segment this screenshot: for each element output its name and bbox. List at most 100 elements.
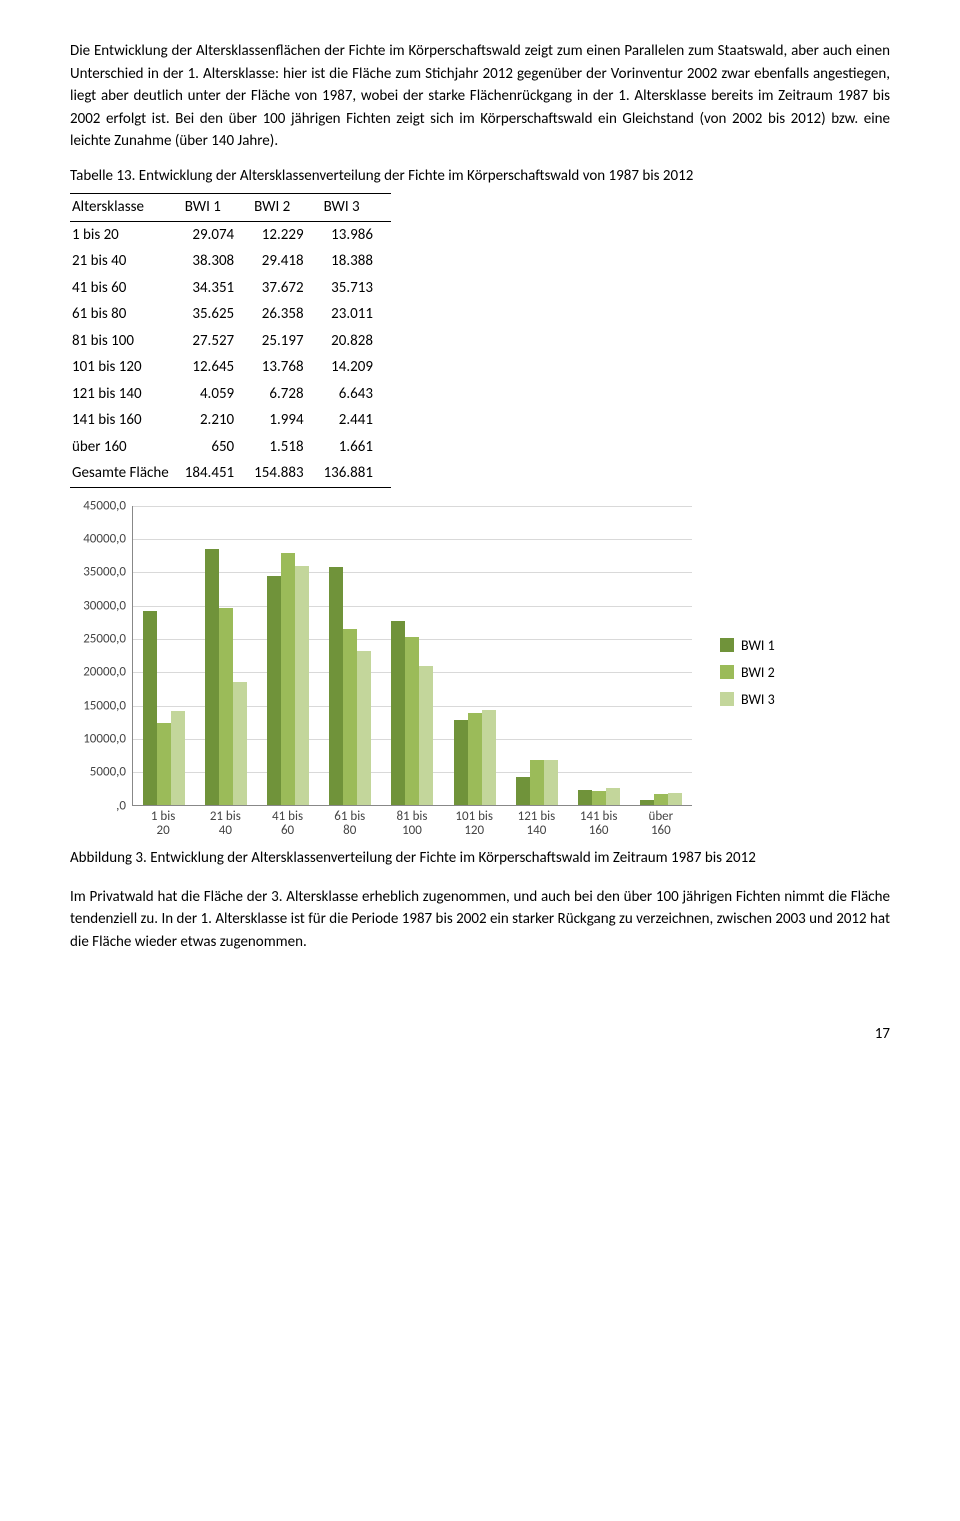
table-cell: 35.625 bbox=[183, 301, 252, 328]
bar-group bbox=[195, 549, 257, 804]
y-tick-label: 5000,0 bbox=[66, 762, 126, 782]
table-cell: 29.074 bbox=[183, 221, 252, 248]
y-tick-label: 35000,0 bbox=[66, 562, 126, 582]
bar bbox=[454, 720, 468, 804]
closing-paragraph: Im Privatwald hat die Fläche der 3. Alte… bbox=[70, 886, 890, 954]
table-cell: 26.358 bbox=[252, 301, 321, 328]
y-tick-label: 40000,0 bbox=[66, 529, 126, 549]
table-cell: 61 bis 80 bbox=[70, 301, 183, 328]
bar bbox=[516, 777, 530, 804]
x-tick-label: 41 bis60 bbox=[256, 806, 318, 840]
bar bbox=[267, 576, 281, 805]
bar bbox=[329, 567, 343, 805]
y-tick-label: 20000,0 bbox=[66, 662, 126, 682]
table-cell: 2.441 bbox=[322, 407, 391, 434]
bar bbox=[295, 566, 309, 804]
bar bbox=[482, 710, 496, 805]
x-tick-label: 1 bis20 bbox=[132, 806, 194, 840]
x-tick-label: 21 bis40 bbox=[194, 806, 256, 840]
legend-label: BWI 1 bbox=[741, 635, 775, 656]
table-cell: 101 bis 120 bbox=[70, 354, 183, 381]
y-tick-label: 45000,0 bbox=[66, 496, 126, 516]
col-header: BWI 2 bbox=[252, 194, 321, 222]
table-cell: 12.229 bbox=[252, 221, 321, 248]
table-cell: 121 bis 140 bbox=[70, 381, 183, 408]
table-row: 121 bis 1404.0596.7286.643 bbox=[70, 381, 391, 408]
bar bbox=[654, 794, 668, 804]
bar bbox=[578, 790, 592, 805]
table-cell: 25.197 bbox=[252, 328, 321, 355]
bar bbox=[343, 629, 357, 805]
table-cell: über 160 bbox=[70, 434, 183, 461]
table-cell: 21 bis 40 bbox=[70, 248, 183, 275]
bar-group bbox=[381, 621, 443, 805]
table-cell: 34.351 bbox=[183, 275, 252, 302]
bar bbox=[668, 793, 682, 804]
table-cell: 18.388 bbox=[322, 248, 391, 275]
y-tick-label: 25000,0 bbox=[66, 629, 126, 649]
bar bbox=[468, 713, 482, 805]
table-cell: 1.994 bbox=[252, 407, 321, 434]
table-cell: 23.011 bbox=[322, 301, 391, 328]
col-header: BWI 3 bbox=[322, 194, 391, 222]
table-cell: 81 bis 100 bbox=[70, 328, 183, 355]
table-cell: 6.728 bbox=[252, 381, 321, 408]
bar bbox=[219, 608, 233, 804]
table-cell: 2.210 bbox=[183, 407, 252, 434]
bar-group bbox=[630, 793, 692, 804]
table-cell: 154.883 bbox=[252, 460, 321, 487]
y-tick-label: 15000,0 bbox=[66, 696, 126, 716]
table-cell: 20.828 bbox=[322, 328, 391, 355]
x-tick-label: 81 bis100 bbox=[381, 806, 443, 840]
table-cell: Gesamte Fläche bbox=[70, 460, 183, 487]
table-row: 61 bis 8035.62526.35823.011 bbox=[70, 301, 391, 328]
bar bbox=[357, 651, 371, 804]
y-tick-label: ,0 bbox=[66, 796, 126, 816]
col-header: Altersklasse bbox=[70, 194, 183, 222]
bar bbox=[157, 723, 171, 805]
legend-item: BWI 1 bbox=[720, 635, 775, 656]
bar-group bbox=[506, 760, 568, 805]
table-row: 81 bis 10027.52725.19720.828 bbox=[70, 328, 391, 355]
bar bbox=[419, 666, 433, 805]
chart-y-axis: 45000,040000,035000,030000,025000,020000… bbox=[70, 506, 132, 806]
table-row: über 1606501.5181.661 bbox=[70, 434, 391, 461]
bar bbox=[143, 611, 157, 805]
table-cell: 1.518 bbox=[252, 434, 321, 461]
y-tick-label: 30000,0 bbox=[66, 596, 126, 616]
table-cell: 12.645 bbox=[183, 354, 252, 381]
table-row: 101 bis 12012.64513.76814.209 bbox=[70, 354, 391, 381]
bar bbox=[544, 760, 558, 804]
legend-swatch bbox=[720, 692, 734, 706]
bar bbox=[391, 621, 405, 805]
table-cell: 136.881 bbox=[322, 460, 391, 487]
bar bbox=[640, 800, 654, 804]
chart-x-axis: 1 bis2021 bis4041 bis6061 bis8081 bis100… bbox=[132, 806, 692, 840]
table-row: 41 bis 6034.35137.67235.713 bbox=[70, 275, 391, 302]
table-cell: 14.209 bbox=[322, 354, 391, 381]
bar bbox=[530, 760, 544, 805]
bar-group bbox=[319, 567, 381, 805]
bar bbox=[281, 553, 295, 804]
table-cell: 13.768 bbox=[252, 354, 321, 381]
x-tick-label: 121 bis140 bbox=[505, 806, 567, 840]
table-cell: 37.672 bbox=[252, 275, 321, 302]
legend-item: BWI 2 bbox=[720, 662, 775, 683]
bar-group bbox=[568, 788, 630, 804]
bar-group bbox=[444, 710, 506, 805]
table-cell: 35.713 bbox=[322, 275, 391, 302]
table-cell: 141 bis 160 bbox=[70, 407, 183, 434]
page-number: 17 bbox=[70, 1023, 890, 1046]
table-row: 141 bis 1602.2101.9942.441 bbox=[70, 407, 391, 434]
table-row: 21 bis 4038.30829.41818.388 bbox=[70, 248, 391, 275]
figure-caption: Abbildung 3. Entwicklung der Altersklass… bbox=[70, 847, 890, 870]
x-tick-label: über160 bbox=[630, 806, 692, 840]
bar bbox=[405, 637, 419, 805]
x-tick-label: 101 bis120 bbox=[443, 806, 505, 840]
table-cell: 13.986 bbox=[322, 221, 391, 248]
table-cell: 29.418 bbox=[252, 248, 321, 275]
chart-plot-area bbox=[132, 506, 692, 806]
bar bbox=[592, 791, 606, 804]
table-row: Gesamte Fläche184.451154.883136.881 bbox=[70, 460, 391, 487]
bar-group bbox=[133, 611, 195, 805]
